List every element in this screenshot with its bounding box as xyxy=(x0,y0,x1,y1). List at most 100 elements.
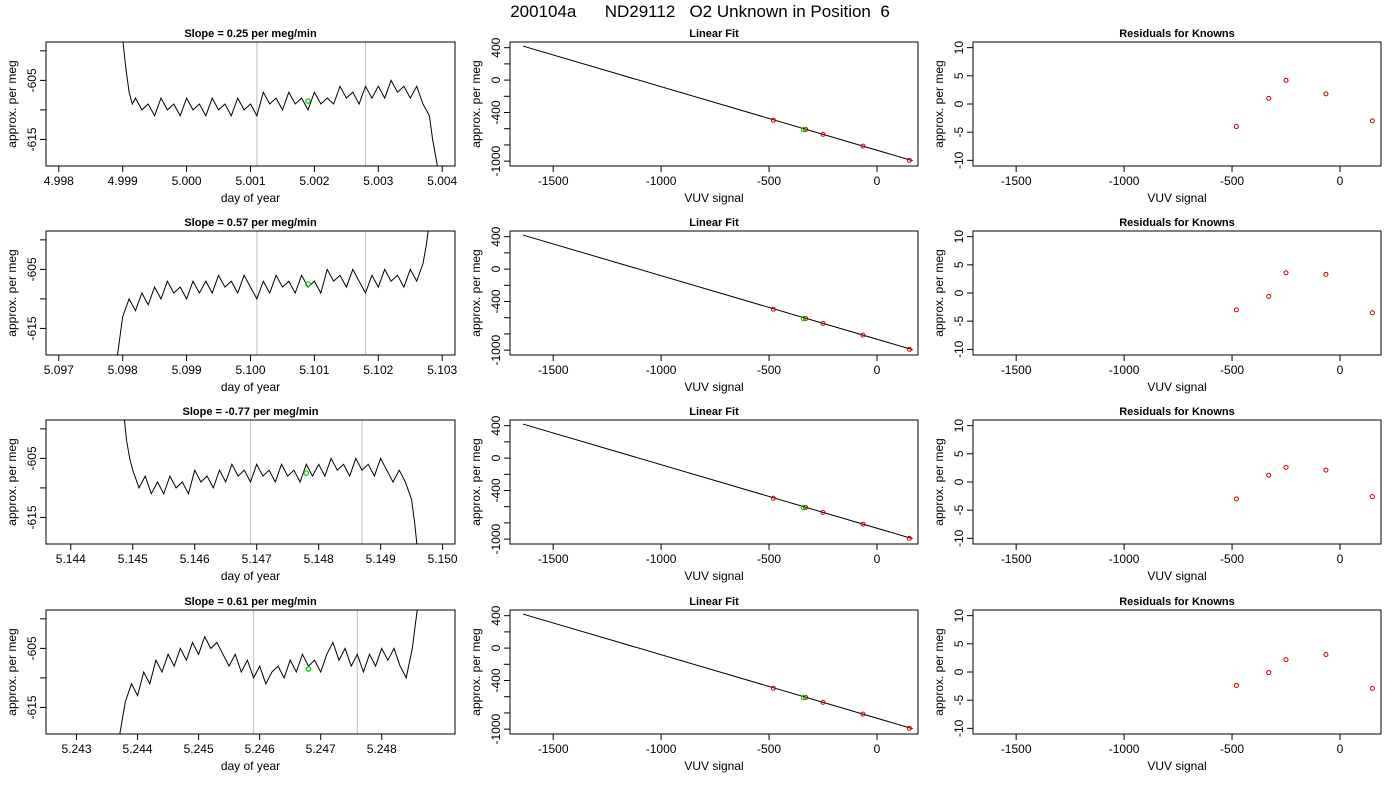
y-axis-label: approx. per meg xyxy=(932,438,946,525)
y-axis-label: approx. per meg xyxy=(469,438,483,525)
y-tick-label: 5 xyxy=(952,450,966,457)
x-tick-label: 5.149 xyxy=(366,552,396,566)
y-tick-label: -605 xyxy=(25,257,39,281)
panel-4-3: Residuals for Knowns -1500 -1000 -500 0 VUV s… xyxy=(932,596,1382,773)
signal-trace xyxy=(123,420,418,544)
x-tick-label: 0 xyxy=(874,363,881,377)
y-axis-label: approx. per meg xyxy=(469,249,483,336)
known-point xyxy=(860,143,866,149)
y-tick-label: 5 xyxy=(952,640,966,647)
plot-area xyxy=(522,234,913,352)
x-tick-label: 5.000 xyxy=(172,174,202,188)
known-point xyxy=(1369,310,1375,316)
x-axis-label: day of year xyxy=(221,759,280,773)
x-axis-label: day of year xyxy=(221,191,280,205)
unknown-point xyxy=(305,98,311,104)
x-tick-label: 5.245 xyxy=(184,742,214,756)
plot-area xyxy=(522,423,913,541)
panel-title: Slope = 0.61 per meg/min xyxy=(184,596,317,608)
panel-1-1: Slope = 0.25 per meg/min 4.998 4.999 5.000 5… xyxy=(5,28,458,205)
panel-2-3: Residuals for Knowns -1500 -1000 -500 0 VUV s… xyxy=(932,217,1382,394)
y-tick-label: -1000 xyxy=(489,713,503,744)
y-tick-label: -605 xyxy=(25,636,39,660)
x-tick-label: -500 xyxy=(1220,552,1244,566)
y-tick-label: -615 xyxy=(25,505,39,529)
known-point xyxy=(770,685,776,691)
x-tick-label: -500 xyxy=(1220,363,1244,377)
y-tick-label: 400 xyxy=(489,415,503,435)
y-axis-label: approx. per meg xyxy=(932,249,946,336)
known-point xyxy=(860,332,866,338)
x-tick-label: -1000 xyxy=(1109,363,1140,377)
known-point xyxy=(906,725,912,731)
known-point xyxy=(820,699,826,705)
x-tick-label: 5.004 xyxy=(427,174,457,188)
x-tick-label: 0 xyxy=(1337,742,1344,756)
plot-area xyxy=(1233,270,1375,316)
known-point xyxy=(820,320,826,326)
y-axis-label: approx. per meg xyxy=(932,628,946,715)
known-point xyxy=(1323,271,1329,277)
panel-title: Linear Fit xyxy=(689,28,739,40)
y-axis-label: approx. per meg xyxy=(5,438,19,525)
plot-area xyxy=(119,610,418,734)
panel-2-1: Slope = 0.57 per meg/min 5.097 5.098 5.099 5… xyxy=(5,217,458,394)
x-tick-label: -500 xyxy=(757,552,781,566)
y-tick-label: -605 xyxy=(25,446,39,470)
x-axis-label: day of year xyxy=(221,380,280,394)
plot-frame xyxy=(509,230,919,356)
panel-4-1: Slope = 0.61 per meg/min 5.243 5.244 5.245 5… xyxy=(5,596,456,773)
y-tick-label: 5 xyxy=(952,72,966,79)
known-point xyxy=(1323,652,1329,658)
y-tick-label: -1000 xyxy=(489,334,503,365)
x-tick-label: 0 xyxy=(1337,174,1344,188)
y-tick-label: 0 xyxy=(489,454,503,461)
unknown-point xyxy=(800,504,807,511)
y-axis-label: approx. per meg xyxy=(932,60,946,147)
plot-frame xyxy=(972,609,1382,735)
known-point xyxy=(1233,124,1239,130)
y-tick-label: -5 xyxy=(952,316,966,327)
x-tick-label: -1000 xyxy=(646,174,677,188)
plot-frame xyxy=(972,230,1382,356)
y-tick-label: -5 xyxy=(952,695,966,706)
known-point xyxy=(906,157,912,163)
y-tick-label: -400 xyxy=(489,478,503,502)
x-tick-label: 5.097 xyxy=(44,363,74,377)
y-tick-label: -1000 xyxy=(489,523,503,554)
known-point xyxy=(770,306,776,312)
signal-trace xyxy=(119,610,418,734)
x-tick-label: 0 xyxy=(1337,363,1344,377)
x-tick-label: 5.246 xyxy=(245,742,275,756)
x-tick-label: 5.101 xyxy=(299,363,329,377)
y-axis-label: approx. per meg xyxy=(469,60,483,147)
y-tick-label: 0 xyxy=(952,478,966,485)
x-tick-label: -1000 xyxy=(1109,742,1140,756)
x-axis-label: VUV signal xyxy=(684,759,743,773)
y-tick-label: -400 xyxy=(489,289,503,313)
x-tick-label: 5.001 xyxy=(235,174,265,188)
y-tick-label: -10 xyxy=(952,340,966,358)
figure-title: 200104a ND29112 O2 Unknown in Position 6 xyxy=(510,2,890,21)
x-tick-label: 5.148 xyxy=(304,552,334,566)
y-tick-label: -400 xyxy=(489,100,503,124)
x-tick-label: 0 xyxy=(874,174,881,188)
y-tick-label: -10 xyxy=(952,151,966,169)
panel-title: Residuals for Knowns xyxy=(1119,217,1235,229)
plot-frame xyxy=(972,419,1382,545)
unknown-point xyxy=(303,470,310,476)
x-tick-label: 5.147 xyxy=(242,552,272,566)
y-tick-label: 10 xyxy=(952,609,966,623)
x-tick-label: -1500 xyxy=(538,174,569,188)
x-tick-label: 5.243 xyxy=(62,742,92,756)
plot-area xyxy=(522,45,913,163)
panel-3-2: Linear Fit -1500 -1000 -500 0 VUV signal 400 0 -… xyxy=(469,406,919,583)
known-point xyxy=(1266,472,1272,478)
x-tick-label: 5.003 xyxy=(363,174,393,188)
panel-title: Slope = -0.77 per meg/min xyxy=(182,406,318,418)
plot-frame xyxy=(45,230,456,356)
known-point xyxy=(1266,670,1272,676)
x-tick-label: -500 xyxy=(757,363,781,377)
plot-frame xyxy=(45,609,456,735)
known-point xyxy=(770,495,776,501)
